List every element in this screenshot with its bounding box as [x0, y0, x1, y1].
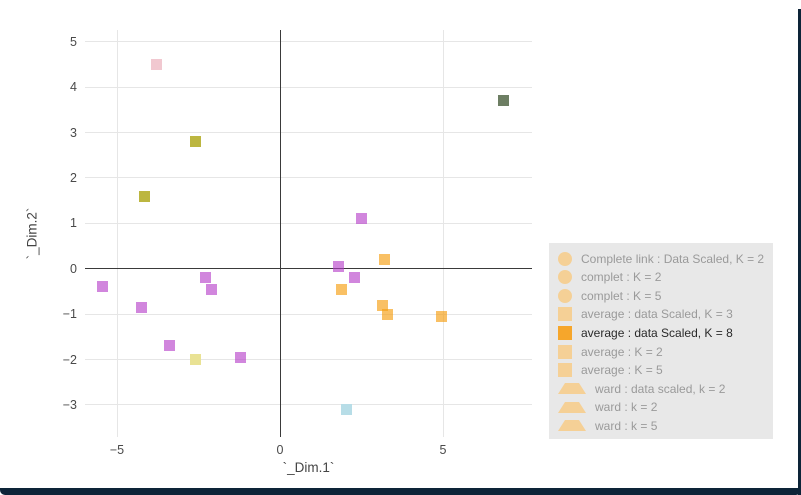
- legend-item-1[interactable]: Complete link : Data Scaled, K = 2: [549, 249, 773, 268]
- y-gridline: [85, 132, 532, 133]
- data-point-purple-cluster[interactable]: [135, 301, 147, 313]
- data-point-dark-sage-point[interactable]: [497, 95, 509, 107]
- data-point-orange-cluster[interactable]: [382, 308, 394, 320]
- data-point-olive-cluster[interactable]: [139, 190, 151, 202]
- y-tick-label: 4: [70, 80, 77, 95]
- y-tick-label: −3: [62, 397, 77, 412]
- square-marker-icon: [558, 363, 572, 378]
- data-point-orange-cluster[interactable]: [378, 254, 390, 266]
- y-axis-title: `_Dim.2`: [24, 207, 40, 260]
- data-point-purple-cluster[interactable]: [96, 281, 108, 293]
- data-point-purple-cluster[interactable]: [163, 340, 175, 352]
- data-point-purple-cluster[interactable]: [356, 213, 367, 225]
- data-point-purple-cluster[interactable]: [199, 272, 211, 284]
- x-zero-line: [279, 30, 281, 437]
- legend-item-label: complet : K = 5: [581, 288, 662, 303]
- window-frame-bottom-border: [0, 488, 801, 495]
- triangle-marker-icon: [558, 420, 586, 432]
- y-gridline: [85, 313, 532, 315]
- x-gridline: [442, 30, 444, 437]
- data-point-pink-point[interactable]: [150, 58, 162, 70]
- legend-item-6[interactable]: average : K = 2: [549, 342, 773, 361]
- y-tick-label: 0: [70, 261, 77, 276]
- data-point-purple-cluster[interactable]: [235, 351, 247, 363]
- data-point-orange-cluster[interactable]: [435, 310, 447, 322]
- legend-item-2[interactable]: complet : K = 2: [549, 268, 773, 287]
- legend-item-label: complet : K = 2: [581, 270, 662, 285]
- legend-item-label: ward : data scaled, k = 2: [595, 381, 726, 396]
- y-tick-label: 2: [70, 170, 77, 185]
- data-point-purple-cluster[interactable]: [333, 260, 345, 272]
- circle-marker-icon: [558, 251, 572, 266]
- window-frame-right-border: [798, 9, 801, 495]
- legend-item-9[interactable]: ward : k = 2: [549, 398, 773, 417]
- legend-item-7[interactable]: average : K = 5: [549, 361, 773, 380]
- data-point-orange-cluster[interactable]: [336, 283, 348, 295]
- data-point-light-blue-point[interactable]: [341, 403, 353, 415]
- legend-item-label: ward : k = 5: [595, 418, 658, 433]
- y-gridline: [85, 404, 532, 406]
- y-tick-label: 5: [70, 34, 77, 49]
- y-gridline: [85, 222, 532, 224]
- legend-item-label: average : data Scaled, K = 8: [581, 325, 733, 340]
- x-tick-label: −5: [109, 443, 125, 457]
- x-axis-title: `_Dim.1`: [282, 460, 335, 475]
- legend-item-3[interactable]: complet : K = 5: [549, 286, 773, 305]
- y-gridline: [85, 177, 532, 179]
- data-point-orange-cluster[interactable]: [377, 299, 389, 311]
- legend-item-4[interactable]: average : data Scaled, K = 3: [549, 305, 773, 324]
- y-gridline: [85, 41, 532, 43]
- legend-item-5[interactable]: average : data Scaled, K = 8: [549, 323, 773, 342]
- square-marker-icon: [558, 325, 572, 340]
- legend-item-label: average : K = 5: [581, 363, 663, 378]
- y-tick-label: −1: [62, 307, 77, 322]
- y-tick-label: 3: [70, 125, 77, 140]
- y-tick-label: 1: [70, 216, 77, 231]
- legend-item-label: Complete link : Data Scaled, K = 2: [581, 251, 765, 266]
- legend-item-label: ward : k = 2: [595, 400, 658, 415]
- legend-item-label: average : data Scaled, K = 3: [581, 307, 733, 322]
- y-gridline: [85, 86, 532, 88]
- square-marker-icon: [558, 344, 572, 359]
- legend-item-10[interactable]: ward : k = 5: [549, 416, 773, 435]
- data-point-purple-cluster[interactable]: [349, 272, 361, 284]
- data-point-purple-cluster[interactable]: [206, 283, 218, 295]
- x-tick-label: 5: [439, 443, 447, 457]
- circle-marker-icon: [558, 288, 572, 303]
- legend-item-8[interactable]: ward : data scaled, k = 2: [549, 379, 773, 398]
- y-tick-label: −2: [62, 352, 77, 367]
- circle-marker-icon: [558, 270, 572, 285]
- legend: Complete link : Data Scaled, K = 2 comple…: [549, 243, 773, 439]
- triangle-marker-icon: [558, 383, 586, 395]
- x-tick-label: 0: [276, 443, 284, 457]
- y-zero-line: [85, 268, 532, 270]
- x-gridline: [116, 30, 118, 437]
- data-point-olive-cluster[interactable]: [189, 136, 201, 148]
- data-point-pale-yellow-point[interactable]: [189, 354, 201, 365]
- square-marker-icon: [558, 307, 572, 322]
- y-gridline: [85, 359, 532, 360]
- triangle-marker-icon: [558, 401, 586, 413]
- legend-item-label: average : K = 2: [581, 344, 663, 359]
